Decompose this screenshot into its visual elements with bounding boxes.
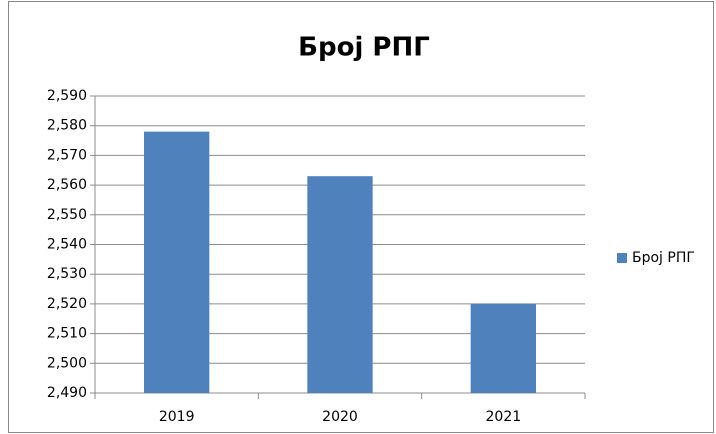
bar [307, 176, 373, 393]
y-tick-label: 2,530 [47, 266, 87, 282]
y-tick-label: 2,540 [47, 237, 87, 253]
y-tick-label: 2,510 [47, 326, 87, 342]
bar [470, 303, 536, 393]
chart-title: Број РПГ [298, 33, 430, 63]
y-tick-label: 2,520 [47, 296, 87, 312]
bar [144, 131, 210, 393]
y-tick-label: 2,560 [47, 177, 87, 193]
x-tick-label: 2020 [322, 409, 358, 425]
y-tick-label: 2,580 [47, 118, 87, 134]
y-tick-label: 2,550 [47, 207, 87, 223]
x-tick-label: 2019 [159, 409, 195, 425]
y-tick-label: 2,590 [47, 88, 87, 104]
y-tick-label: 2,500 [47, 355, 87, 371]
legend-label: Број РПГ [632, 250, 695, 266]
legend-swatch [617, 253, 627, 263]
x-tick-label: 2021 [486, 409, 522, 425]
y-tick-label: 2,490 [47, 385, 87, 401]
y-tick-label: 2,570 [47, 147, 87, 163]
